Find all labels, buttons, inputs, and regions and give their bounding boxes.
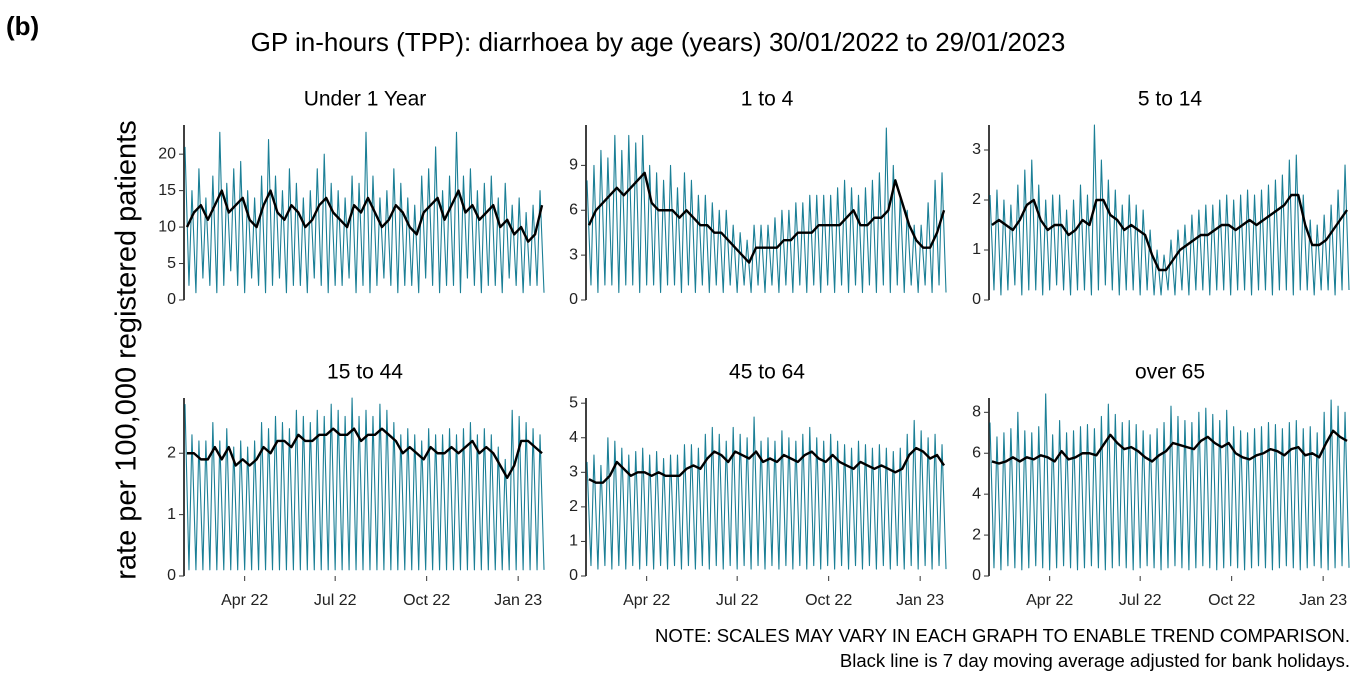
y-tick-label: 4	[569, 429, 578, 446]
y-tick-label: 8	[972, 404, 981, 421]
series-line	[989, 124, 1350, 296]
x-tick-label: Oct 22	[403, 592, 450, 609]
series-line	[991, 193, 1349, 272]
series-line	[991, 429, 1348, 465]
y-tick-label: 1	[972, 241, 981, 258]
facet-title: Under 1 Year	[304, 88, 427, 111]
x-tick-label: Oct 22	[1208, 592, 1255, 609]
x-tick-label: Jul 22	[314, 592, 357, 609]
series-line	[186, 427, 543, 479]
y-tick-label: 3	[972, 141, 981, 158]
x-tick-label: Oct 22	[805, 592, 852, 609]
facet-title: 45 to 64	[729, 361, 805, 384]
x-tick-label: Apr 22	[221, 592, 268, 609]
y-tick-label: 1	[569, 533, 578, 550]
series-line	[586, 127, 947, 294]
note: Black line is 7 day moving average adjus…	[840, 650, 1350, 671]
facet-title: 1 to 4	[741, 88, 794, 111]
facet-title: 15 to 44	[327, 361, 403, 384]
x-tick-label: Apr 22	[1026, 592, 1073, 609]
y-tick-label: 0	[972, 567, 981, 584]
x-tick-label: Jul 22	[1119, 592, 1162, 609]
series-line	[184, 131, 545, 294]
x-tick-label: Apr 22	[623, 592, 670, 609]
y-axis-label: rate per 100,000 registered patients	[111, 120, 143, 579]
x-tick-label: Jan 23	[494, 592, 542, 609]
y-tick-label: 5	[569, 394, 578, 411]
x-tick-label: Jan 23	[1299, 592, 1347, 609]
y-tick-label: 6	[569, 201, 578, 218]
panel-label: (b)	[6, 11, 39, 41]
y-tick-label: 6	[972, 444, 981, 461]
y-tick-label: 2	[569, 498, 578, 515]
y-tick-label: 1	[167, 506, 176, 523]
chart-title: GP in-hours (TPP): diarrhoea by age (yea…	[251, 27, 1066, 57]
x-tick-label: Jan 23	[896, 592, 944, 609]
facet-title: 5 to 14	[1138, 88, 1203, 111]
y-tick-label: 15	[158, 182, 176, 199]
x-tick-label: Jul 22	[716, 592, 759, 609]
series-line	[185, 189, 544, 243]
y-tick-label: 3	[569, 246, 578, 263]
y-tick-label: 20	[158, 145, 176, 162]
y-tick-label: 0	[972, 291, 981, 308]
y-tick-label: 0	[167, 291, 176, 308]
y-tick-label: 0	[569, 567, 578, 584]
facet-title: over 65	[1135, 361, 1205, 384]
y-tick-label: 0	[569, 291, 578, 308]
y-tick-label: 5	[167, 255, 176, 272]
series-line	[586, 416, 947, 570]
y-tick-label: 3	[569, 464, 578, 481]
series-line	[989, 393, 1350, 571]
series-line	[588, 446, 946, 484]
y-tick-label: 2	[972, 526, 981, 543]
y-tick-label: 2	[167, 444, 176, 461]
series-line	[587, 171, 946, 264]
note: NOTE: SCALES MAY VARY IN EACH GRAPH TO E…	[655, 625, 1350, 646]
y-tick-label: 10	[158, 218, 176, 235]
y-tick-label: 0	[167, 567, 176, 584]
series-line	[184, 397, 545, 571]
y-tick-label: 9	[569, 157, 578, 174]
y-tick-label: 2	[972, 191, 981, 208]
y-tick-label: 4	[972, 485, 981, 502]
